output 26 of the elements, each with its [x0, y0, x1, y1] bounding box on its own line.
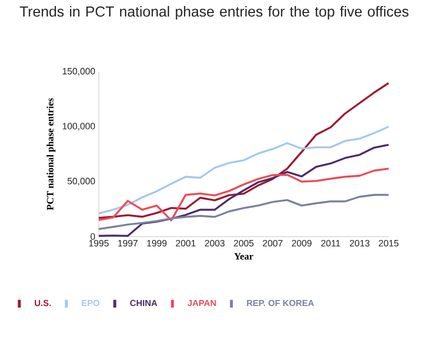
x-tick-label: 2003 — [204, 240, 225, 246]
line-series — [98, 194, 390, 230]
x-axis-title: Year — [234, 252, 254, 260]
chart-title: Trends in PCT national phase entries for the top five offices — [20, 6, 408, 20]
legend-label: EPO — [82, 300, 100, 306]
line-series — [98, 126, 390, 214]
y-axis-title: PCT national phase entries — [46, 98, 56, 210]
legend-label: JAPAN — [188, 300, 216, 306]
x-tick-label: 2007 — [262, 240, 282, 246]
x-tick-label: 2009 — [292, 240, 312, 246]
x-tick-label: 1999 — [147, 240, 167, 246]
x-tick-label: 2015 — [378, 240, 398, 246]
x-tick-label: 1995 — [89, 240, 109, 246]
x-tick-label: 2011 — [321, 240, 340, 246]
legend-label: U.S. — [34, 300, 51, 306]
x-tick-label: 2013 — [350, 240, 370, 246]
x-tick-label: 1997 — [118, 240, 138, 246]
line-series — [98, 167, 390, 222]
y-tick-label: 50,000 — [68, 178, 95, 186]
y-tick-label: 100,000 — [62, 122, 95, 130]
legend-label: REP. OF KOREA — [247, 300, 314, 306]
x-tick-label: 2005 — [234, 240, 254, 246]
y-tick-label: 0 — [90, 233, 95, 240]
x-tick-label: 2001 — [176, 240, 196, 246]
legend-label: CHINA — [130, 300, 158, 306]
y-tick-label: 150,000 — [62, 68, 95, 76]
